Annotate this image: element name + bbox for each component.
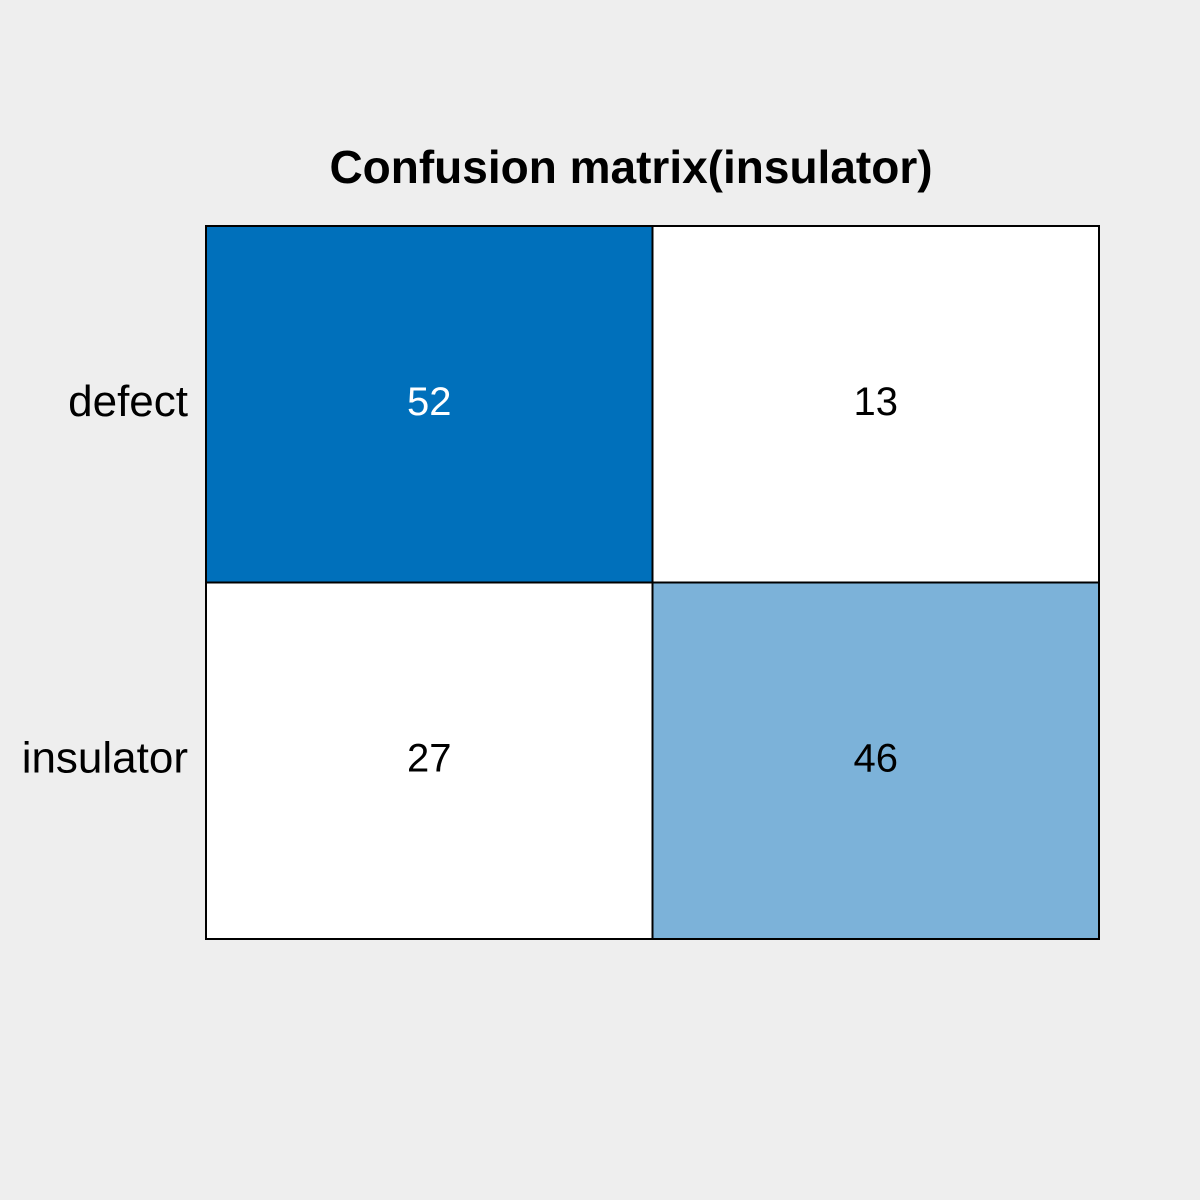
cell-value-r0-c0: 52 (407, 380, 452, 424)
chart-title: Confusion matrix(insulator) (329, 141, 932, 193)
matrix-cell-r0-c0 (205, 225, 654, 584)
cell-value-r0-c1: 13 (854, 380, 899, 424)
matrix-cell-r1-c0 (205, 581, 654, 940)
row-labels: defect insulator (22, 377, 188, 783)
cell-value-r1-c1: 46 (854, 736, 899, 780)
cell-value-r1-c0: 27 (407, 736, 452, 780)
row-label-defect: defect (68, 377, 188, 426)
matrix-cells: 52 13 27 46 (205, 225, 1100, 940)
row-label-insulator: insulator (22, 733, 188, 782)
matrix-cell-r1-c1 (651, 581, 1100, 940)
matrix-frame (205, 225, 1100, 940)
